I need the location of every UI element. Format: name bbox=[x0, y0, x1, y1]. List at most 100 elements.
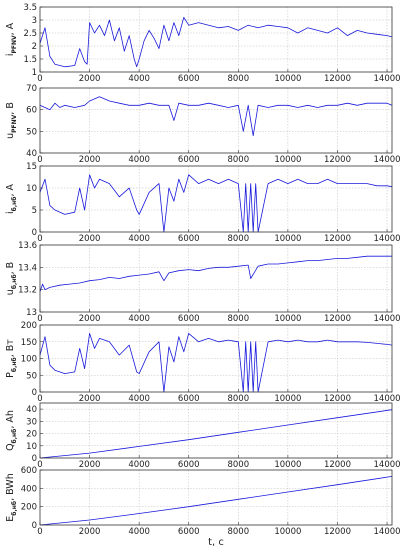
y-tick-label: 50 bbox=[26, 371, 37, 381]
y-axis-label-main: P bbox=[5, 372, 16, 378]
series-line bbox=[39, 332, 393, 393]
series-line bbox=[39, 174, 393, 233]
plot-frame bbox=[39, 244, 393, 313]
y-axis-label-main: Q bbox=[5, 443, 16, 450]
y-tick-label: 200 bbox=[21, 503, 37, 513]
series-line bbox=[39, 96, 393, 137]
x-tick-label: 6000 bbox=[178, 314, 200, 324]
x-tick-label: 14000 bbox=[374, 460, 401, 470]
plot-frame bbox=[39, 324, 393, 393]
y-tick-label: 0 bbox=[32, 228, 37, 238]
x-tick-label: 14000 bbox=[374, 394, 401, 404]
x-tick-label: 6000 bbox=[178, 234, 200, 244]
y-axis-label-unit: , A bbox=[5, 22, 16, 35]
y-tick-label: 40 bbox=[26, 405, 37, 415]
y-axis-label: iб,нб, A bbox=[5, 184, 18, 214]
y-tick-label: 600 bbox=[21, 466, 37, 476]
x-axis-label: t, c bbox=[208, 537, 224, 548]
y-axis-label: Pб,нб, Вт bbox=[5, 339, 18, 378]
y-tick-label: 400 bbox=[21, 484, 37, 494]
x-tick-label: 2000 bbox=[79, 74, 101, 84]
y-tick-label: 10 bbox=[26, 442, 37, 452]
y-axis-label: uPFNV, B bbox=[5, 102, 18, 139]
x-tick-label: 4000 bbox=[128, 460, 150, 470]
y-axis-label-main: i bbox=[5, 211, 16, 214]
x-tick-label: 8000 bbox=[227, 527, 249, 537]
y-tick-label: 0 bbox=[32, 454, 37, 464]
x-tick-label: 12000 bbox=[324, 314, 351, 324]
y-tick-label: 13 bbox=[26, 308, 37, 318]
x-tick-label: 14000 bbox=[374, 74, 401, 84]
y-axis-label-subscript: б,нб bbox=[11, 197, 18, 212]
x-tick-label: 0 bbox=[37, 394, 42, 404]
y-axis-label-unit: , BWh bbox=[5, 473, 16, 501]
x-tick-label: 8000 bbox=[227, 460, 249, 470]
y-axis-label-unit: , Ah bbox=[5, 410, 16, 429]
y-tick-label: 3.5 bbox=[23, 3, 37, 13]
y-tick-label: 60 bbox=[26, 106, 37, 116]
y-axis-label-main: E bbox=[5, 516, 16, 522]
series-line bbox=[39, 409, 393, 459]
x-tick-label: 4000 bbox=[128, 314, 150, 324]
chart-panel-2: 40 50 60 70 0 2000 4000 6000 8000 10000 12000 14000… bbox=[5, 84, 401, 165]
x-tick-label: 12000 bbox=[324, 527, 351, 537]
y-tick-label: 40 bbox=[26, 149, 37, 159]
y-axis-label-subscript: б,нб bbox=[11, 357, 18, 372]
x-tick-label: 0 bbox=[37, 155, 42, 165]
y-tick-label: 13.4 bbox=[18, 263, 37, 273]
x-tick-label: 10000 bbox=[274, 74, 301, 84]
y-axis-label-subscript: б,нб bbox=[11, 429, 18, 444]
x-tick-label: 0 bbox=[37, 74, 42, 84]
x-tick-label: 6000 bbox=[178, 527, 200, 537]
y-tick-label: 15 bbox=[26, 162, 37, 172]
x-tick-label: 10000 bbox=[274, 234, 301, 244]
x-tick-label: 12000 bbox=[324, 394, 351, 404]
y-axis-label-subscript: PFNV bbox=[11, 114, 18, 133]
x-tick-label: 2000 bbox=[79, 527, 101, 537]
y-axis-label-unit: , Вт bbox=[5, 339, 16, 358]
x-tick-label: 8000 bbox=[227, 234, 249, 244]
chart-panel-1: 1 1.5 2 2.5 3 3.5 0 2000 4000 6000 8000 10000 12000 1… bbox=[5, 3, 401, 84]
y-tick-label: 0 bbox=[32, 521, 37, 531]
x-tick-label: 14000 bbox=[374, 314, 401, 324]
x-tick-label: 10000 bbox=[274, 155, 301, 165]
x-tick-label: 4000 bbox=[128, 74, 150, 84]
x-tick-label: 10000 bbox=[274, 527, 301, 537]
y-tick-label: 1 bbox=[32, 68, 37, 78]
chart-panel-3: 0 5 10 15 0 2000 4000 6000 8000 10000 12000 14000 iб… bbox=[5, 162, 401, 244]
plot-frame bbox=[39, 402, 393, 459]
y-axis-label-unit: , B bbox=[5, 102, 16, 115]
x-tick-label: 0 bbox=[37, 527, 42, 537]
x-tick-label: 6000 bbox=[178, 460, 200, 470]
x-tick-label: 12000 bbox=[324, 234, 351, 244]
x-tick-label: 4000 bbox=[128, 527, 150, 537]
y-axis-label: Qб,нб, Ah bbox=[5, 410, 18, 451]
y-tick-label: 5 bbox=[32, 206, 37, 216]
x-tick-label: 4000 bbox=[128, 394, 150, 404]
series-line bbox=[39, 16, 393, 68]
y-axis-label: iPFNV, A bbox=[5, 22, 18, 56]
y-axis-label: Eб,нб, BWh bbox=[5, 473, 18, 521]
x-tick-label: 12000 bbox=[324, 74, 351, 84]
x-tick-label: 6000 bbox=[178, 394, 200, 404]
x-tick-label: 10000 bbox=[274, 460, 301, 470]
y-tick-label: 3 bbox=[32, 16, 37, 26]
x-tick-label: 4000 bbox=[128, 234, 150, 244]
x-tick-label: 12000 bbox=[324, 460, 351, 470]
plot-frame bbox=[39, 469, 393, 526]
x-tick-label: 2000 bbox=[79, 394, 101, 404]
series-line bbox=[39, 255, 392, 293]
y-tick-label: 50 bbox=[26, 127, 37, 137]
plot-frame bbox=[39, 87, 393, 154]
x-tick-label: 8000 bbox=[227, 314, 249, 324]
x-tick-label: 2000 bbox=[79, 155, 101, 165]
x-tick-label: 2000 bbox=[79, 460, 101, 470]
y-tick-label: 150 bbox=[21, 338, 37, 348]
x-tick-label: 8000 bbox=[227, 74, 249, 84]
y-tick-label: 70 bbox=[26, 84, 37, 94]
x-tick-label: 14000 bbox=[374, 527, 401, 537]
plot-frame bbox=[39, 6, 393, 73]
